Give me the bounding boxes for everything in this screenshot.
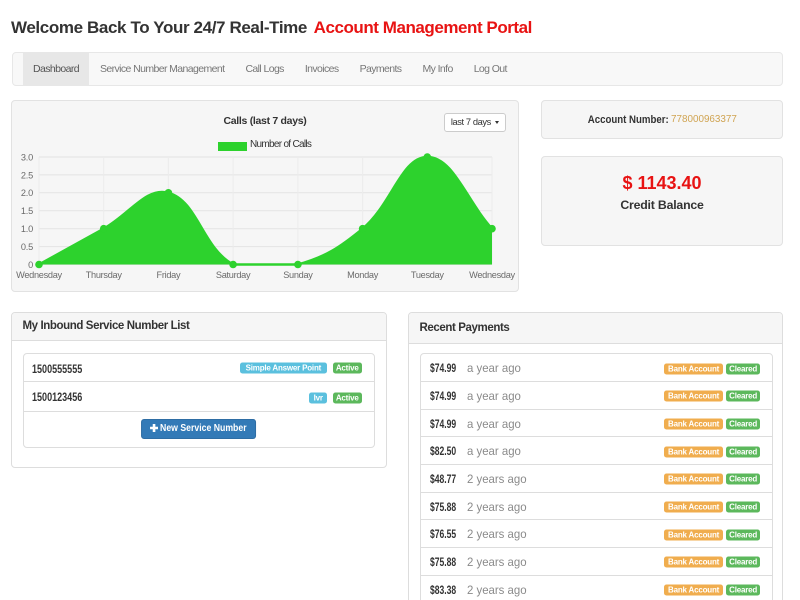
svg-text:0.5: 0.5 (21, 242, 33, 252)
svg-text:Monday: Monday (347, 270, 379, 280)
svg-text:Wednesday: Wednesday (469, 270, 515, 280)
svg-text:1.5: 1.5 (21, 206, 33, 216)
svg-text:3.0: 3.0 (21, 152, 33, 162)
svg-text:Saturday: Saturday (216, 270, 251, 280)
svg-text:Sunday: Sunday (283, 270, 313, 280)
svg-text:1.0: 1.0 (21, 224, 33, 234)
svg-text:Tuesday: Tuesday (411, 270, 445, 280)
svg-text:0: 0 (28, 260, 33, 270)
svg-text:Friday: Friday (157, 270, 181, 280)
svg-text:Wednesday: Wednesday (16, 270, 62, 280)
svg-text:2.0: 2.0 (21, 188, 33, 198)
svg-text:2.5: 2.5 (21, 170, 33, 180)
svg-text:Thursday: Thursday (86, 270, 123, 280)
